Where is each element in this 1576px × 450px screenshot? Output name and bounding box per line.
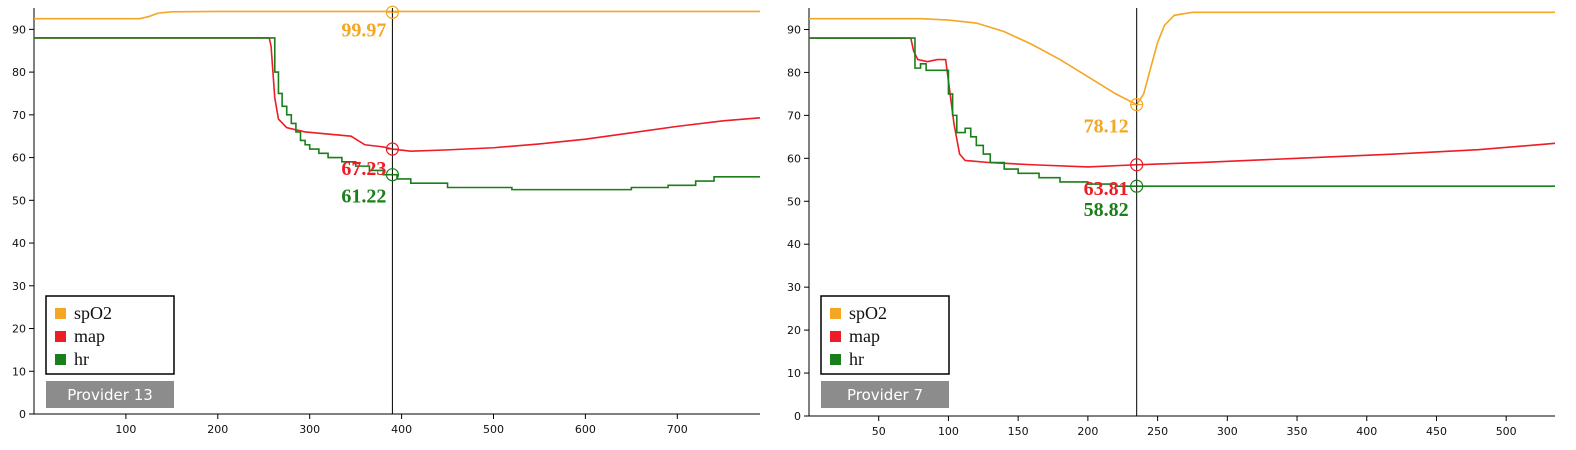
cursor-value-hr: 61.22 [341,186,386,208]
legend-label-hr: hr [74,349,89,369]
legend-box [45,295,175,375]
legend-swatch-map [55,331,66,342]
y-tick-label: 0 [19,408,26,421]
y-tick-label: 80 [787,66,801,79]
y-tick-label: 90 [787,23,801,36]
y-tick-label: 70 [12,109,26,122]
provider-badge [46,381,174,408]
x-tick-label: 150 [1008,425,1029,438]
provider-badge [821,381,949,408]
legend-swatch-map [830,331,841,342]
x-tick-label: 450 [1426,425,1447,438]
y-tick-label: 50 [787,195,801,208]
y-tick-label: 30 [787,281,801,294]
x-tick-label: 350 [1287,425,1308,438]
legend-swatch-spo2 [55,308,66,319]
x-tick-label: 100 [938,425,959,438]
provider-badge-label: Provider 13 [67,386,153,404]
y-tick-label: 10 [787,367,801,380]
x-tick-label: 500 [1496,425,1517,438]
cursor-value-hr: 58.82 [1084,199,1129,221]
legend-label-map: map [849,326,880,346]
legend-label-spo2: spO2 [74,303,112,323]
y-tick-label: 20 [12,323,26,336]
x-tick-label: 500 [483,423,504,436]
y-tick-label: 20 [787,324,801,337]
x-tick-label: 300 [1217,425,1238,438]
series-line-spo2 [809,11,1555,106]
x-tick-label: 200 [207,423,228,436]
y-tick-label: 10 [12,365,26,378]
chart-provider-7: 0 10 20 30 40 50 60 70 80 90 50 100 150 200 250 300 350 4… [787,8,1556,438]
x-tick-label: 300 [299,423,320,436]
chart-provider-13: 0 10 20 30 40 50 60 70 80 90 100 200 300 400 500 600 700… [12,5,761,436]
y-tick-label: 90 [12,23,26,36]
y-tick-label: 40 [787,238,801,251]
x-tick-label: 250 [1147,425,1168,438]
legend-swatch-hr [55,354,66,365]
x-tick-label: 200 [1077,425,1098,438]
y-tick-label: 50 [12,194,26,207]
series-line-hr [34,37,760,191]
series-line-hr [809,37,1555,188]
legend-label-map: map [74,326,105,346]
y-tick-label: 70 [787,109,801,122]
series-line-map [34,37,761,152]
y-tick-label: 60 [12,152,26,165]
y-tick-label: 30 [12,280,26,293]
series-line-map [809,37,1556,168]
y-tick-label: 40 [12,237,26,250]
y-tick-label: 80 [12,66,26,79]
x-tick-label: 600 [575,423,596,436]
y-tick-label: 0 [794,410,801,423]
series-line-spo2 [34,10,760,20]
x-tick-label: 100 [115,423,136,436]
legend-swatch-hr [830,354,841,365]
x-tick-label: 400 [1356,425,1377,438]
x-tick-label: 700 [667,423,688,436]
legend-label-spo2: spO2 [849,303,887,323]
y-tick-label: 60 [787,152,801,165]
legend-box [820,295,950,375]
cursor-value-map: 67.23 [341,158,386,180]
cursor-value-spo2: 78.12 [1084,116,1129,138]
x-tick-label: 400 [391,423,412,436]
cursor-value-map: 63.81 [1084,178,1129,200]
x-tick-label: 50 [872,425,886,438]
provider-badge-label: Provider 7 [847,386,923,404]
cursor-value-spo2: 99.97 [341,19,386,41]
legend-label-hr: hr [849,349,864,369]
legend-swatch-spo2 [830,308,841,319]
